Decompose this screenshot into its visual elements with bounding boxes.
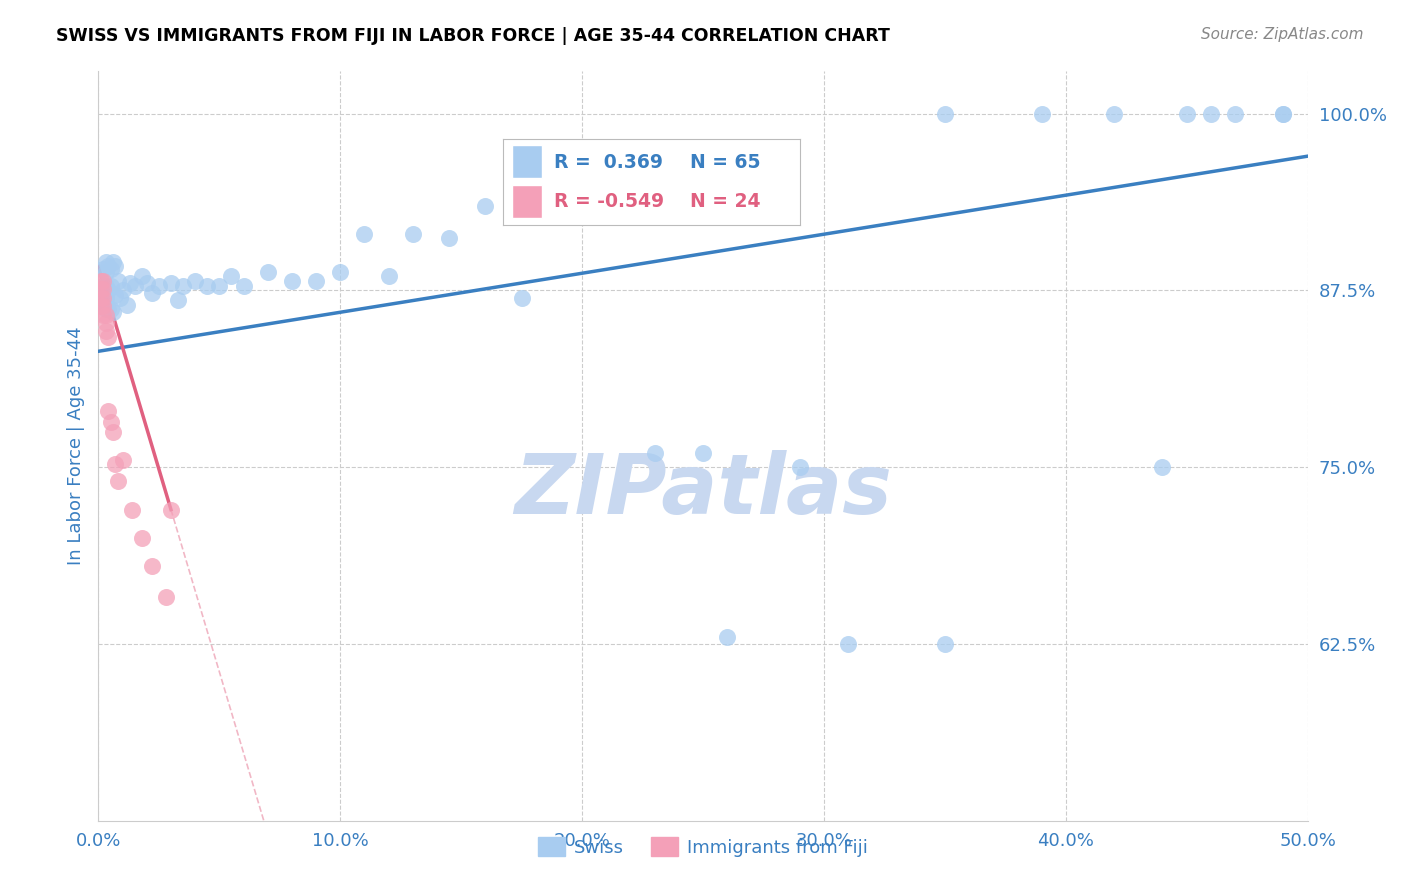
- Point: [94, 308, 117, 322]
- Point: [510, 291, 533, 305]
- Point: [90, 282, 112, 296]
- Point: [121, 502, 143, 516]
- Point: [716, 630, 738, 644]
- Text: Source: ZipAtlas.com: Source: ZipAtlas.com: [1201, 27, 1364, 42]
- Point: [90, 299, 112, 313]
- Point: [474, 199, 496, 213]
- Point: [91, 274, 114, 288]
- Point: [437, 231, 460, 245]
- Point: [184, 274, 207, 288]
- Text: ZIPatlas: ZIPatlas: [515, 450, 891, 532]
- Text: SWISS VS IMMIGRANTS FROM FIJI IN LABOR FORCE | AGE 35-44 CORRELATION CHART: SWISS VS IMMIGRANTS FROM FIJI IN LABOR F…: [56, 27, 890, 45]
- Point: [402, 227, 425, 241]
- Point: [837, 637, 859, 651]
- Legend: Swiss, Immigrants from Fiji: Swiss, Immigrants from Fiji: [530, 830, 876, 864]
- Point: [377, 269, 399, 284]
- Point: [111, 453, 134, 467]
- Point: [90, 274, 112, 288]
- Y-axis label: In Labor Force | Age 35-44: In Labor Force | Age 35-44: [66, 326, 84, 566]
- Point: [117, 298, 139, 312]
- Point: [97, 284, 120, 298]
- Point: [108, 291, 131, 305]
- Point: [1272, 107, 1295, 121]
- Point: [934, 637, 956, 651]
- Point: [91, 282, 114, 296]
- Point: [90, 291, 112, 305]
- Point: [208, 279, 231, 293]
- Point: [1223, 107, 1246, 121]
- Point: [124, 279, 146, 293]
- Point: [100, 415, 122, 429]
- Point: [232, 279, 254, 293]
- Point: [148, 279, 170, 293]
- Point: [353, 227, 375, 241]
- Point: [934, 107, 956, 121]
- Point: [1152, 460, 1174, 475]
- Point: [692, 446, 714, 460]
- Point: [167, 293, 190, 308]
- Point: [281, 274, 304, 288]
- Point: [595, 199, 617, 213]
- Point: [1102, 107, 1125, 121]
- Point: [94, 316, 117, 330]
- Point: [141, 559, 163, 574]
- Point: [100, 279, 122, 293]
- Point: [547, 192, 569, 206]
- Point: [91, 262, 114, 277]
- Point: [141, 286, 163, 301]
- Point: [131, 531, 153, 545]
- Point: [789, 460, 811, 475]
- Point: [1175, 107, 1198, 121]
- Point: [101, 255, 124, 269]
- Point: [256, 265, 278, 279]
- Point: [91, 279, 114, 293]
- Point: [104, 458, 127, 472]
- Point: [160, 277, 183, 291]
- Point: [91, 291, 114, 305]
- Point: [97, 301, 120, 316]
- Point: [90, 284, 112, 298]
- Point: [195, 279, 218, 293]
- Point: [107, 274, 129, 288]
- Point: [91, 308, 114, 322]
- Point: [94, 325, 117, 339]
- Point: [1031, 107, 1053, 121]
- Point: [101, 304, 124, 318]
- Point: [90, 291, 112, 305]
- Point: [100, 262, 122, 277]
- Point: [172, 279, 194, 293]
- Point: [91, 293, 114, 308]
- Point: [94, 301, 117, 316]
- Point: [118, 277, 141, 291]
- Point: [221, 269, 243, 284]
- Point: [94, 291, 117, 305]
- Point: [104, 287, 127, 301]
- Point: [111, 284, 134, 298]
- Point: [94, 279, 117, 293]
- Point: [160, 502, 183, 516]
- Point: [131, 269, 153, 284]
- Point: [104, 260, 127, 274]
- Point: [1199, 107, 1222, 121]
- Point: [94, 255, 117, 269]
- Point: [155, 591, 177, 605]
- Point: [101, 425, 124, 439]
- Point: [94, 265, 117, 279]
- Point: [107, 475, 129, 489]
- Point: [97, 260, 120, 274]
- Point: [100, 301, 122, 316]
- Point: [305, 274, 328, 288]
- Point: [329, 265, 352, 279]
- Point: [644, 446, 666, 460]
- Point: [97, 403, 120, 417]
- Point: [91, 299, 114, 313]
- Point: [1272, 107, 1295, 121]
- Point: [97, 330, 120, 344]
- Point: [135, 277, 157, 291]
